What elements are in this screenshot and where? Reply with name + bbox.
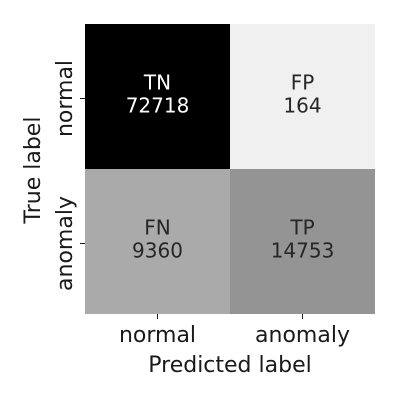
x-tick-label: normal [119, 323, 196, 348]
heatmap-cell-anomaly-anomaly [230, 169, 375, 314]
x-axis-label: Predicted label [148, 353, 311, 378]
cell-value: 164 [283, 94, 321, 118]
heatmap-cell-normal-normal [85, 24, 230, 169]
cell-value: 9360 [132, 239, 183, 263]
heatmap-cell-anomaly-normal [85, 169, 230, 314]
cell-label: FP [291, 71, 315, 95]
cell-label: FN [144, 216, 170, 240]
cell-value: 14753 [271, 239, 335, 263]
y-tick-label: normal [53, 60, 78, 137]
cell-label: TP [289, 216, 314, 240]
heatmap-cell-normal-anomaly [230, 24, 375, 169]
y-tick-label: anomaly [53, 196, 78, 291]
axes: Predicted label True label normal anomaly… [21, 60, 350, 378]
x-tick-label: anomaly [255, 323, 350, 348]
cell-value: 72718 [126, 94, 190, 118]
y-axis-label: True label [21, 117, 46, 225]
heatmap-cells [85, 24, 375, 314]
cell-label: TN [143, 71, 171, 95]
